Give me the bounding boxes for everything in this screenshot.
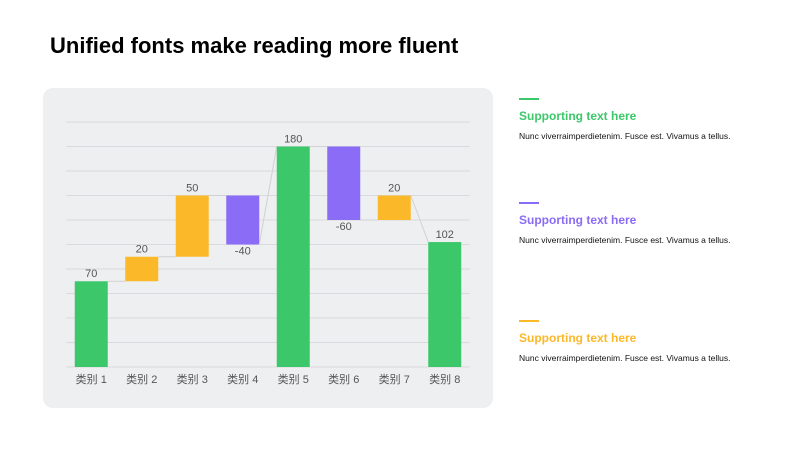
data-label: -60 bbox=[336, 221, 352, 233]
bar bbox=[74, 281, 108, 367]
bar bbox=[377, 195, 411, 220]
bar bbox=[175, 195, 209, 257]
accent-line bbox=[519, 98, 539, 100]
note-text: Nunc viverraimperdietenim. Fusce est. Vi… bbox=[519, 131, 731, 141]
x-tick-label: 类别 5 bbox=[278, 372, 309, 386]
note-text: Nunc viverraimperdietenim. Fusce est. Vi… bbox=[519, 353, 731, 363]
note-heading: Supporting text here bbox=[519, 331, 637, 345]
bar bbox=[428, 242, 462, 367]
x-tick-label: 类别 6 bbox=[328, 372, 359, 386]
x-tick-label: 类别 7 bbox=[379, 372, 410, 386]
note: Supporting text here Nunc viverraimperdie… bbox=[519, 98, 779, 141]
connector bbox=[410, 195, 429, 243]
accent-line bbox=[519, 202, 539, 204]
note-heading: Supporting text here bbox=[519, 213, 637, 227]
note-heading: Supporting text here bbox=[519, 109, 637, 123]
x-tick-label: 类别 1 bbox=[76, 372, 107, 386]
data-label: 50 bbox=[186, 182, 198, 194]
x-tick-label: 类别 4 bbox=[227, 372, 258, 386]
data-label: 180 bbox=[284, 133, 302, 145]
note: Supporting text here Nunc viverraimperdie… bbox=[519, 202, 779, 245]
note: Supporting text here Nunc viverraimperdie… bbox=[519, 320, 779, 363]
bar bbox=[276, 146, 310, 367]
note-text: Nunc viverraimperdietenim. Fusce est. Vi… bbox=[519, 235, 731, 245]
bar bbox=[226, 195, 260, 245]
data-label: 20 bbox=[136, 244, 148, 256]
bar bbox=[125, 256, 159, 282]
chart-panel bbox=[43, 88, 493, 408]
accent-line bbox=[519, 320, 539, 322]
data-label: 102 bbox=[436, 229, 454, 241]
data-label: -40 bbox=[235, 245, 251, 257]
x-tick-label: 类别 3 bbox=[177, 372, 208, 386]
x-tick-label: 类别 8 bbox=[429, 372, 460, 386]
data-label: 20 bbox=[388, 182, 400, 194]
x-tick-label: 类别 2 bbox=[126, 372, 157, 386]
title: Unified fonts make reading more fluent bbox=[50, 33, 459, 58]
data-label: 70 bbox=[85, 268, 97, 280]
connector bbox=[258, 146, 278, 245]
bar bbox=[327, 146, 361, 220]
